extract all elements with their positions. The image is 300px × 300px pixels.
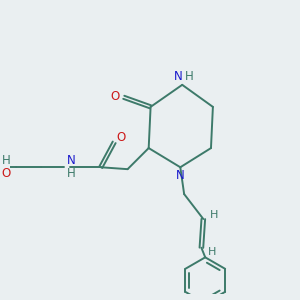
Text: H: H [67,167,75,181]
Text: O: O [1,167,10,181]
Text: N: N [67,154,75,167]
Text: H: H [2,154,10,167]
Text: H: H [184,70,193,83]
Text: H: H [208,247,216,256]
Text: O: O [110,90,120,103]
Text: N: N [176,169,185,182]
Text: O: O [116,131,125,144]
Text: N: N [174,70,183,83]
Text: H: H [210,210,218,220]
